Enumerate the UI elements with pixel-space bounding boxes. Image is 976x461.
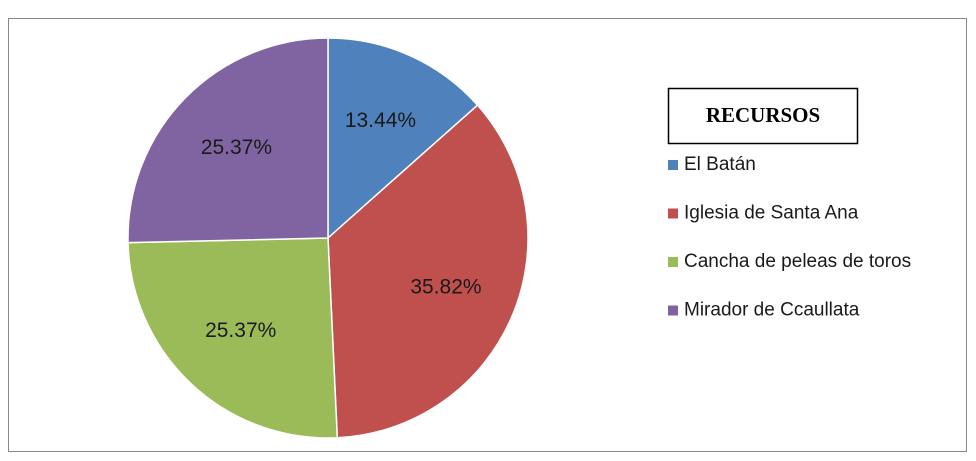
legend-label: El Batán (684, 154, 756, 175)
data-label: 25.37% (201, 136, 272, 159)
data-label: 35.82% (410, 275, 481, 298)
legend-label: Cancha de peleas de toros (684, 251, 911, 272)
pie-slice (127, 37, 329, 244)
legend-swatch (668, 160, 678, 170)
legend-title-box (667, 87, 859, 145)
legend-swatch (668, 257, 678, 267)
data-label: 13.44% (345, 109, 416, 132)
legend-swatch (668, 208, 678, 219)
data-label: 25.37% (205, 319, 276, 342)
pie-slice (327, 37, 479, 240)
legend-label: Mirador de Ccaullata (684, 300, 860, 321)
legend-swatch (668, 305, 678, 316)
pie-slice (127, 237, 339, 439)
pie-slice (327, 104, 529, 439)
legend-label: Iglesia de Santa Ana (684, 203, 859, 224)
legend-title: RECURSOS (706, 103, 820, 127)
